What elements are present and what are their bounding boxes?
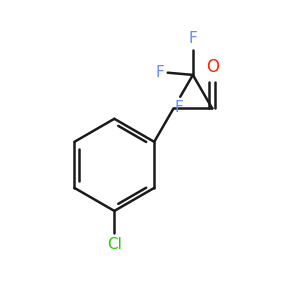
- Text: F: F: [155, 65, 164, 80]
- Text: F: F: [174, 100, 183, 115]
- Text: F: F: [188, 31, 197, 46]
- Text: O: O: [206, 58, 219, 76]
- Text: Cl: Cl: [107, 237, 122, 252]
